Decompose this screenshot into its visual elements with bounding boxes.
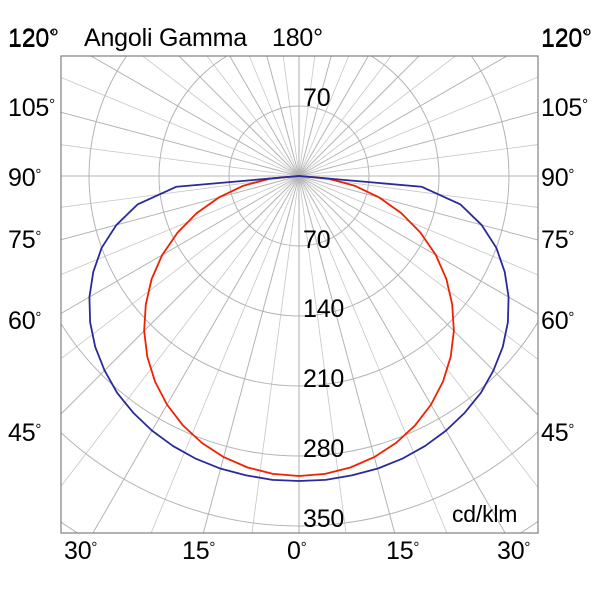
angle-tick-bottom-0: 30°: [64, 537, 98, 565]
radial-tick-1: 70: [303, 226, 331, 254]
angle-label-top-left: 120°: [8, 24, 59, 52]
angle-tick-left-5: 45°: [8, 419, 42, 447]
angle-tick-bottom-3: 15°: [386, 537, 420, 565]
angle-tick-left-3: 75°: [8, 226, 42, 254]
radial-tick-3: 210: [303, 365, 345, 393]
angle-label-top-center: 180°: [272, 24, 323, 52]
angle-tick-right-0: 120°: [541, 25, 588, 53]
angle-label-top-right: 120°: [541, 24, 592, 52]
radial-tick-2: 140: [303, 295, 345, 323]
angle-tick-bottom-4: 30°: [497, 537, 531, 565]
angle-tick-left-4: 60°: [8, 307, 42, 335]
radial-tick-5: 350: [303, 505, 345, 533]
angle-tick-right-4: 60°: [541, 307, 575, 335]
plot-frame: [60, 55, 539, 534]
angle-tick-bottom-1: 15°: [182, 537, 216, 565]
angle-tick-right-1: 105°: [541, 94, 588, 122]
radial-tick-0: 70: [303, 84, 331, 112]
unit-label: cd/klm: [452, 501, 518, 527]
angle-tick-left-1: 105°: [8, 94, 55, 122]
angle-tick-left-0: 120°: [8, 25, 55, 53]
angle-tick-left-2: 90°: [8, 164, 42, 192]
page-title: Angoli Gamma: [84, 24, 247, 52]
angle-tick-right-3: 75°: [541, 226, 575, 254]
radial-tick-4: 280: [303, 435, 345, 463]
angle-tick-bottom-2: 0°: [287, 537, 307, 565]
angle-tick-right-2: 90°: [541, 164, 575, 192]
series-curves: [88, 175, 510, 482]
angle-tick-right-5: 45°: [541, 419, 575, 447]
